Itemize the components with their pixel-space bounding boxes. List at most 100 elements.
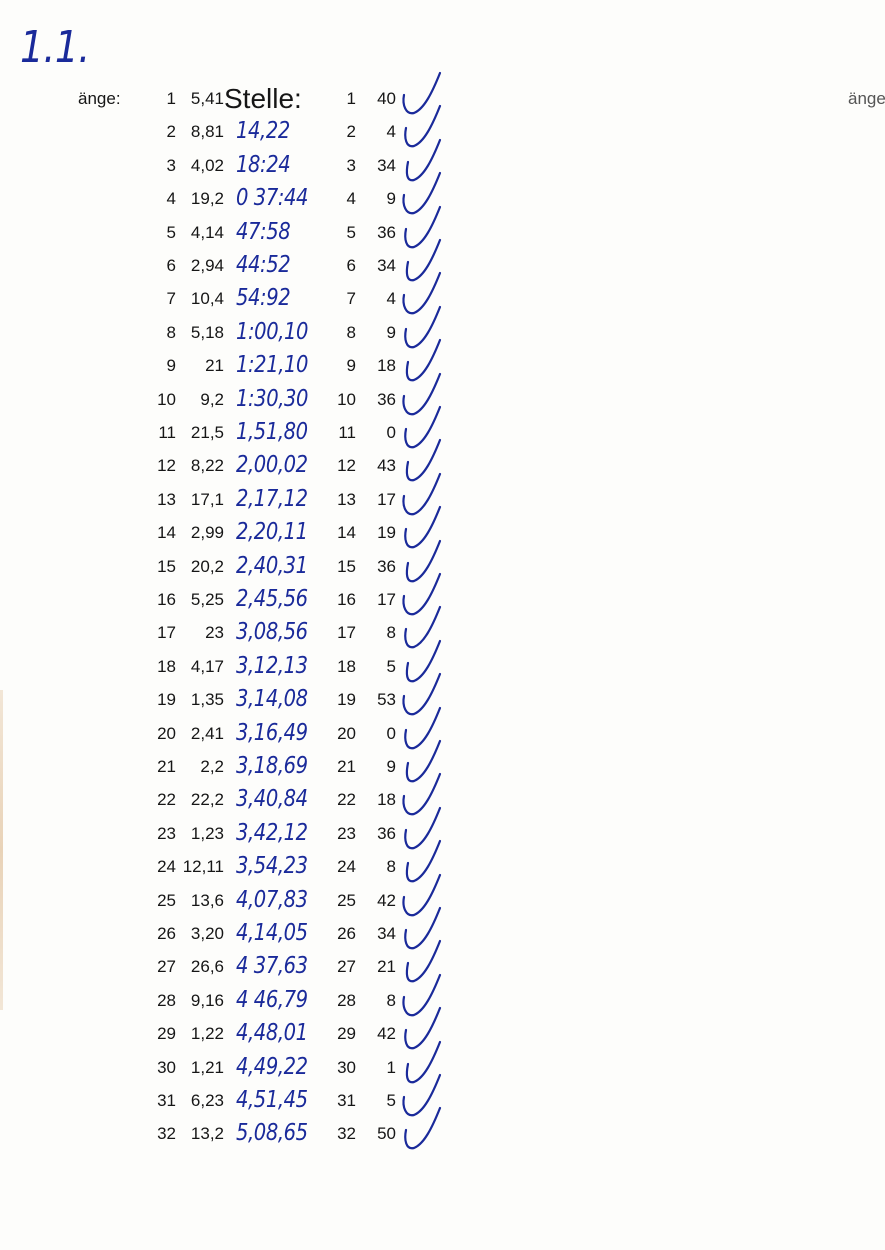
row-index-right: 15	[337, 556, 356, 576]
table-row: 15 20,2 2,40,31 15 36	[0, 539, 885, 587]
row-index-right: 19	[337, 690, 356, 710]
row-score: 0	[386, 423, 396, 442]
row-score: 34	[377, 256, 396, 275]
row-index-right: 21	[337, 757, 356, 776]
row-index: 32	[157, 1124, 176, 1144]
row-index: 27	[157, 957, 176, 977]
row-index: 31	[157, 1091, 176, 1110]
row-index-right: 3	[346, 155, 356, 175]
table-row: 1 5,41 1 40	[0, 71, 885, 119]
row-score: 4	[386, 122, 396, 142]
table-row: 16 5,25 2,45,56 16 17	[0, 572, 885, 620]
handwritten-time: 3,08,56	[236, 619, 308, 646]
checkmark-icon	[404, 1007, 442, 1050]
row-score: 36	[377, 823, 396, 843]
row-score: 9	[386, 322, 396, 342]
row-index: 10	[157, 389, 176, 409]
table-row: 7 10,4 54:92 7 4	[0, 272, 885, 319]
row-index-right: 8	[346, 322, 356, 342]
handwritten-time: 4,49,22	[236, 1053, 308, 1080]
handwritten-time: 3,14,08	[236, 686, 308, 713]
table-row: 24 12,11 3,54,23 24 8	[0, 840, 885, 887]
row-value: 4,14	[190, 222, 224, 242]
row-index-right: 14	[337, 523, 356, 543]
row-index: 19	[157, 690, 176, 710]
checkmark-icon	[405, 1040, 442, 1083]
row-index-right: 28	[337, 990, 356, 1010]
table-row: 32 13,2 5,08,65 32 50	[0, 1107, 885, 1154]
row-value: 2,2	[200, 757, 224, 776]
row-index: 25	[157, 890, 176, 910]
row-index-right: 27	[337, 957, 356, 977]
checkmark-icon	[402, 472, 442, 516]
row-score: 8	[386, 623, 396, 643]
row-value: 4,02	[190, 155, 224, 175]
table-row: 20 2,41 3,16,49 20 0	[0, 706, 885, 754]
table-row: 17 23 3,08,56 17 8	[0, 606, 885, 653]
checkmark-icon	[404, 305, 442, 349]
handwritten-time: 2,40,31	[236, 552, 308, 579]
checkmark-icon	[404, 1107, 442, 1150]
row-index: 28	[157, 990, 176, 1010]
row-value: 1,22	[190, 1024, 224, 1044]
checkmark-icon	[405, 639, 442, 683]
row-index-right: 4	[346, 189, 356, 209]
handwritten-time: 4,48,01	[236, 1020, 308, 1047]
table-row: 14 2,99 2,20,11 14 19	[0, 506, 885, 553]
row-score: 19	[377, 523, 396, 543]
row-value: 1,21	[190, 1057, 224, 1077]
handwritten-time: 4 37,63	[236, 953, 308, 980]
row-index-right: 30	[337, 1057, 356, 1077]
table-row: 26 3,20 4,14,05 26 34	[0, 906, 885, 954]
row-value: 13,6	[190, 890, 224, 910]
row-score: 42	[377, 890, 396, 910]
handwritten-time: 54:92	[236, 285, 291, 312]
row-value: 1,23	[190, 823, 224, 843]
checkmark-icon	[402, 1073, 442, 1117]
row-index: 15	[157, 556, 176, 576]
row-score: 8	[386, 990, 396, 1010]
row-value: 3,20	[190, 924, 224, 943]
checkmark-icon	[402, 873, 442, 916]
handwritten-time: 4,07,83	[236, 886, 308, 913]
row-index: 29	[157, 1024, 176, 1044]
checkmark-icon	[404, 906, 442, 950]
row-score: 17	[377, 590, 396, 609]
row-score: 34	[377, 924, 396, 943]
handwritten-time: 3,40,84	[236, 786, 308, 813]
row-score: 36	[377, 222, 396, 242]
row-value: 2,94	[190, 256, 224, 275]
handwritten-time: 2,45,56	[236, 586, 308, 612]
right-label: änge:	[848, 89, 885, 108]
row-index: 24	[157, 857, 176, 877]
table-row: 5 4,14 47:58 5 36	[0, 205, 885, 253]
row-value: 19,2	[190, 189, 224, 209]
row-index-right: 5	[346, 222, 356, 242]
handwritten-time: 47:58	[236, 218, 291, 245]
row-score: 21	[377, 957, 396, 977]
row-index: 20	[157, 723, 176, 743]
table-row: 22 22,2 3,40,84 22 18	[0, 773, 885, 820]
table-row: 25 13,6 4,07,83 25 42	[0, 873, 885, 921]
checkmark-icon	[402, 572, 442, 616]
row-index-right: 32	[337, 1124, 356, 1144]
row-score: 18	[377, 790, 396, 810]
checkmark-icon	[405, 840, 442, 883]
row-index-right: 25	[337, 890, 356, 910]
row-score: 50	[377, 1124, 396, 1144]
checkmark-icon	[404, 506, 442, 549]
row-index: 17	[157, 623, 176, 643]
row-value: 23	[205, 623, 224, 643]
row-score: 53	[377, 690, 396, 710]
row-value: 4,17	[190, 656, 224, 676]
checkmark-icon	[402, 973, 442, 1017]
row-score: 5	[386, 656, 396, 676]
row-index: 12	[157, 456, 176, 476]
row-score: 8	[386, 857, 396, 877]
row-value: 21,5	[190, 423, 224, 442]
corner-handwritten-note: 1.1.	[20, 22, 90, 73]
checkmark-icon	[404, 205, 442, 248]
table-row: 19 1,35 3,14,08 19 53	[0, 673, 885, 720]
table-row: 4 19,2 0 37:44 4 9	[0, 172, 885, 219]
row-index-right: 2	[346, 122, 356, 142]
